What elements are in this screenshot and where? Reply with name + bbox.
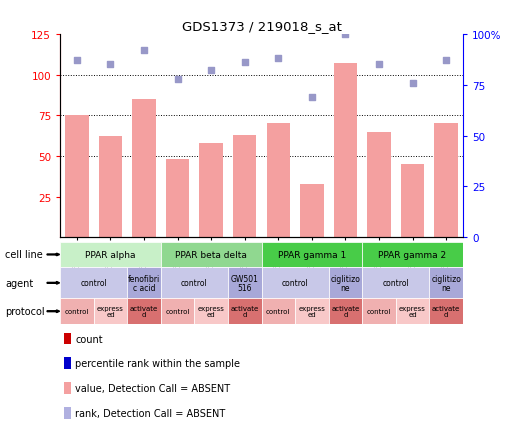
Bar [262,267,328,299]
Text: count: count [75,334,103,344]
Bar [300,184,324,238]
Text: PPAR alpha: PPAR alpha [85,250,136,260]
Text: PPAR beta delta: PPAR beta delta [175,250,247,260]
Bar [267,124,290,238]
Bar [233,135,256,238]
Point [73,58,81,65]
Point [207,68,215,75]
Bar [328,299,362,324]
Bar [127,299,161,324]
Bar [60,299,94,324]
Bar [94,299,127,324]
Bar [262,299,295,324]
Point [442,58,450,65]
Text: activate
d: activate d [432,306,460,317]
Point [375,62,383,69]
Text: activate
d: activate d [231,306,259,317]
Bar [199,144,223,238]
Bar [396,299,429,324]
Bar [295,299,328,324]
Point [174,76,182,83]
Bar [328,267,362,299]
Bar [367,132,391,238]
Text: activate
d: activate d [130,306,158,317]
Bar [161,267,228,299]
Point [241,60,249,67]
Text: percentile rank within the sample: percentile rank within the sample [75,358,241,368]
Text: express
ed: express ed [399,306,426,317]
Text: PPAR gamma 1: PPAR gamma 1 [278,250,346,260]
Text: PPAR gamma 2: PPAR gamma 2 [379,250,447,260]
Bar [195,299,228,324]
Point [408,80,417,87]
Bar [166,160,189,238]
Text: control: control [165,309,190,315]
Bar [64,407,72,419]
Text: control: control [367,309,391,315]
Text: control: control [282,279,309,288]
Bar [64,333,72,345]
Bar [64,382,72,394]
Bar [161,299,195,324]
Bar [401,165,424,238]
Text: control: control [181,279,208,288]
Text: value, Detection Call = ABSENT: value, Detection Call = ABSENT [75,383,231,393]
Text: control: control [65,309,89,315]
Text: ciglitizo
ne: ciglitizo ne [431,274,461,292]
Text: express
ed: express ed [97,306,124,317]
Text: express
ed: express ed [299,306,325,317]
Point [341,31,349,38]
Bar [99,137,122,238]
Text: control: control [266,309,290,315]
Text: GDS1373 / 219018_s_at: GDS1373 / 219018_s_at [181,20,342,33]
Bar [64,358,72,369]
Bar [127,267,161,299]
Text: rank, Detection Call = ABSENT: rank, Detection Call = ABSENT [75,408,226,418]
Text: fenofibri
c acid: fenofibri c acid [128,274,160,292]
Bar [334,64,357,238]
Bar [429,267,463,299]
Text: GW501
516: GW501 516 [231,274,259,292]
Text: cell line: cell line [5,250,43,260]
Bar [362,242,463,267]
Point [274,56,282,62]
Bar [228,267,262,299]
Text: control: control [81,279,107,288]
Text: ciglitizo
ne: ciglitizo ne [331,274,360,292]
Point [308,94,316,101]
Bar [262,242,362,267]
Point [140,47,148,54]
Text: protocol: protocol [5,306,45,316]
Text: control: control [382,279,409,288]
Text: agent: agent [5,278,33,288]
Bar [362,267,429,299]
Bar [60,242,161,267]
Bar [434,124,458,238]
Point [106,62,115,69]
Text: express
ed: express ed [198,306,224,317]
Bar [161,242,262,267]
Text: activate
d: activate d [331,306,359,317]
Bar [132,100,156,238]
Bar [228,299,262,324]
Bar [362,299,396,324]
Bar [65,116,89,238]
Bar [60,267,127,299]
Bar [429,299,463,324]
